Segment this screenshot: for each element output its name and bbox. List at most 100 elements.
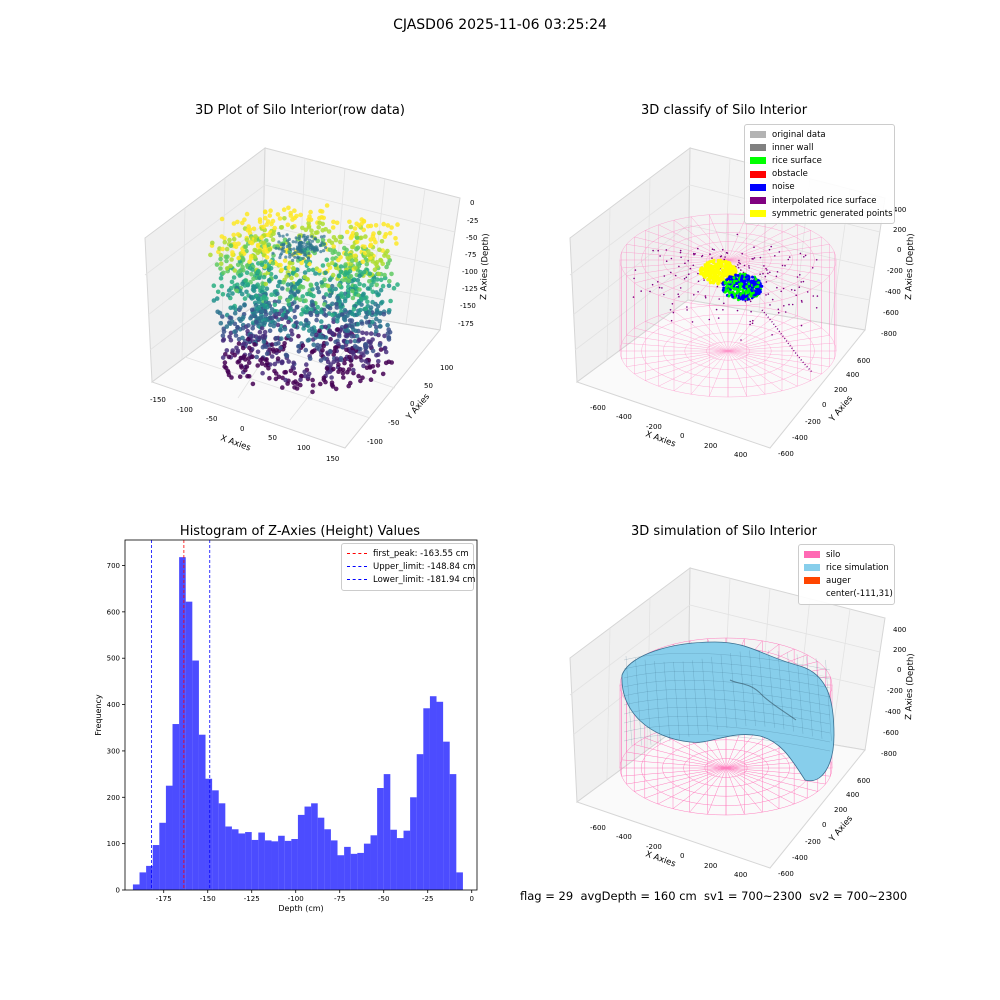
sim-ylabel: Y Axies (827, 814, 855, 845)
cls-ytick: -200 (805, 418, 821, 426)
legend-item: rice simulation (804, 561, 889, 574)
hist-y-ticks: 0 100 200 300 400 500 600 700 (107, 562, 125, 895)
raw-ztick: -175 (458, 320, 474, 328)
cls-ytick: 0 (822, 401, 826, 409)
histogram-bar (390, 829, 397, 890)
sim-xtick: 400 (734, 871, 747, 879)
classify-legend: original data inner wall rice surface ob… (744, 124, 895, 225)
sim-xtick: -200 (646, 843, 662, 851)
raw-ytick: 100 (440, 364, 453, 372)
cls-ytick: 600 (857, 357, 870, 365)
legend-item: Lower_limit: -181.94 cm (347, 573, 475, 586)
sim-ztick: -600 (883, 729, 899, 737)
raw-ztick: 0 (470, 199, 474, 207)
cls-ztick: -400 (885, 288, 901, 296)
x-tick-label: -25 (422, 895, 433, 903)
rice-simulation-surface (621, 641, 835, 782)
histogram-bar (238, 833, 246, 890)
histogram-bar (205, 778, 213, 890)
legend-item: center(-111,31) (804, 588, 893, 601)
x-tick-label: -75 (334, 895, 345, 903)
cls-ytick: 400 (846, 371, 859, 379)
y-tick-label: 700 (107, 562, 120, 570)
raw-xtick: 150 (326, 455, 339, 463)
raw-ztick: -25 (467, 217, 478, 225)
sim-xtick: -600 (590, 824, 606, 832)
histogram-bars (132, 557, 463, 890)
cls-ztick: -800 (881, 330, 897, 338)
histogram-bar (350, 853, 358, 890)
legend-item: Upper_limit: -148.84 cm (347, 560, 476, 573)
cls-ztick: 0 (897, 246, 901, 254)
raw-xtick: 100 (297, 444, 310, 452)
y-tick-label: 200 (107, 794, 120, 802)
legend-swatch (750, 144, 766, 152)
sim-ztick: 400 (893, 626, 906, 634)
legend-swatch (750, 183, 766, 191)
histogram-bar (410, 797, 417, 890)
histogram-bar (449, 774, 457, 890)
cls-ztick: 400 (893, 206, 906, 214)
raw-xtick: 50 (268, 434, 277, 442)
figure-title: CJASD06 2025-11-06 03:25:24 (393, 17, 607, 33)
histogram-bar (132, 884, 140, 890)
histogram-bar (344, 846, 351, 890)
histogram-chart: -175 -150 -125 -100 -75 -50 -25 0 0 100 200 300 400… (94, 539, 478, 913)
x-tick-label: -50 (378, 895, 389, 903)
cls-xtick: 0 (680, 432, 684, 440)
cls-ztick: 200 (893, 226, 906, 234)
legend-item: auger (804, 574, 889, 587)
legend-swatch (804, 577, 820, 585)
histogram-bar (317, 817, 325, 890)
hist-legend: first_peak: -163.55 cm Upper_limit: -148… (341, 543, 476, 591)
legend-swatch (750, 197, 766, 205)
legend-item: obstacle (750, 168, 889, 181)
x-tick-label: -125 (244, 895, 260, 903)
sim-ztick: -200 (887, 687, 903, 695)
histogram-bar (264, 840, 272, 890)
legend-item: silo (804, 548, 889, 561)
raw-data-points (208, 203, 400, 395)
histogram-bar (297, 814, 305, 890)
raw-zlabel: Z Axies (Depth) (479, 233, 491, 300)
legend-swatch (750, 157, 766, 165)
cls-xtick: -400 (616, 413, 632, 421)
histogram-bar (172, 724, 180, 890)
raw-xtick: -100 (177, 406, 193, 414)
sim-xlabel: X Axies (644, 849, 677, 869)
legend-item: original data (750, 128, 889, 141)
cls-zlabel: Z Axies (Depth) (904, 233, 916, 300)
cls-xtick: -600 (590, 404, 606, 412)
cls-ytick: -400 (792, 434, 808, 442)
y-tick-label: 0 (116, 887, 120, 895)
cls-xtick: 200 (704, 442, 717, 450)
hist-axes-frame (124, 539, 478, 891)
x-tick-label: -100 (288, 895, 304, 903)
cls-ytick: 200 (834, 386, 847, 394)
legend-item: symmetric generated points (750, 207, 893, 220)
histogram-bar (337, 855, 345, 890)
sim-ztick: -400 (885, 708, 901, 716)
cls-ztick: -600 (883, 309, 899, 317)
classify-3d-plot: -600 -400 -200 0 200 400 -600 -400 -200 … (569, 146, 916, 459)
y-tick-label: 500 (107, 655, 120, 663)
sim-ztick: 0 (897, 666, 901, 674)
histogram-bar (304, 806, 312, 890)
legend-item: interpolated rice surface (750, 194, 889, 207)
raw-ylabel: Y Axies (404, 392, 432, 423)
histogram-reference-lines (151, 540, 211, 890)
raw-ytick: -100 (367, 438, 383, 446)
legend-line (347, 579, 367, 581)
sim-ytick: 400 (846, 791, 859, 799)
histogram-bar (278, 835, 285, 890)
histogram-bar (192, 660, 199, 890)
raw-ztick: -50 (466, 234, 477, 242)
histogram-bar (324, 829, 331, 890)
histogram-bar (284, 840, 292, 890)
histogram-bar (291, 839, 298, 890)
legend-item: rice surface (750, 154, 889, 167)
sim-ztick: 200 (893, 646, 906, 654)
cls-ytick: -600 (778, 450, 794, 458)
hist-x-ticks: -175 -150 -125 -100 -75 -50 -25 0 (156, 890, 474, 903)
raw-ytick: -50 (388, 419, 399, 427)
